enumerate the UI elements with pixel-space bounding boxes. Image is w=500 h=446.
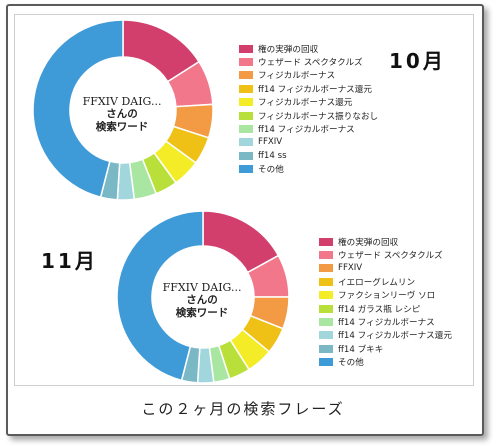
- legend-swatch: [319, 291, 333, 300]
- legend-item: イエローグレムリン: [319, 275, 452, 288]
- legend-label: ff14 フィジカルボーナス還元: [338, 331, 452, 342]
- center-title-november: FFXIV DAIG...: [162, 281, 242, 294]
- legend-item: フィジカルボーナス: [239, 69, 378, 82]
- legend-october: 権の実弾の回収ウェザード スペクタクルズ フィジカルボーナス ff14 フィジカルボ…: [239, 42, 378, 176]
- legend-item: その他: [239, 163, 378, 176]
- center-subtitle-october-line2: 検索ワード: [95, 121, 149, 133]
- legend-label: フィジカルボーナス還元: [258, 98, 353, 109]
- slice-10: [116, 210, 204, 382]
- legend-label: ff14 フィジカルボーナス還元: [258, 84, 372, 95]
- legend-item: ff14 フィジカルボーナス還元: [239, 82, 378, 95]
- donut-november: [116, 210, 290, 384]
- legend-label: ファクションリーヴ ソロ: [338, 291, 436, 302]
- legend-label: ウェザード スペクタクルズ: [338, 251, 443, 262]
- legend-swatch: [319, 331, 333, 340]
- legend-swatch: [239, 44, 253, 53]
- legend-item: ウェザード スペクタクルズ: [319, 248, 452, 261]
- legend-item: ff14 ブキキ: [319, 342, 452, 355]
- legend-label: その他: [258, 165, 284, 176]
- legend-item: その他: [319, 356, 452, 369]
- legend-swatch: [239, 138, 253, 147]
- legend-label: イエローグレムリン: [338, 277, 416, 288]
- legend-swatch: [319, 251, 333, 260]
- legend-label: ff14 フィジカルボーナス: [258, 125, 355, 136]
- legend-item: 権の実弾の回収: [319, 235, 452, 248]
- legend-swatch: [239, 58, 253, 67]
- center-subtitle-november-line2: 検索ワード: [175, 307, 229, 319]
- legend-item: ff14 フィジカルボーナス還元: [319, 329, 452, 342]
- legend-item: ウェザード スペクタクルズ: [239, 55, 378, 68]
- legend-item: ff14 フィジカルボーナス: [319, 315, 452, 328]
- legend-label: 権の実弾の回収: [338, 237, 399, 248]
- legend-label: 権の実弾の回収: [258, 44, 319, 55]
- legend-swatch: [319, 304, 333, 313]
- legend-label: フィジカルボーナス: [258, 71, 336, 82]
- month-label-november: 11月: [41, 249, 98, 273]
- month-label-october: 10月: [389, 49, 446, 73]
- legend-swatch: [239, 125, 253, 134]
- legend-label: その他: [338, 358, 364, 369]
- legend-swatch: [319, 358, 333, 367]
- legend-november: 権の実弾の回収ウェザード スペクタクルズ FFXIV イエローグレムリンファクション…: [319, 235, 452, 369]
- legend-item: フィジカルボーナス振りなおし: [239, 109, 378, 122]
- legend-label: ff14 ブキキ: [338, 344, 384, 355]
- legend-item: ff14 ss: [239, 149, 378, 162]
- legend-swatch: [239, 165, 253, 174]
- center-label-november: FFXIV DAIG... さんの 検索ワード: [147, 281, 257, 320]
- legend-swatch: [319, 237, 333, 246]
- legend-label: ウェザード スペクタクルズ: [258, 58, 363, 69]
- legend-swatch: [239, 111, 253, 120]
- center-subtitle-november-line1: さんの: [186, 294, 218, 306]
- legend-item: ff14 フィジカルボーナス: [239, 122, 378, 135]
- center-title-october: FFXIV DAIG...: [82, 95, 162, 108]
- center-label-october: FFXIV DAIG... さんの 検索ワード: [67, 95, 177, 134]
- legend-item: ff14 ガラス瓶 レシピ: [319, 302, 452, 315]
- chart-november: FFXIV DAIG... さんの 検索ワード 権の実弾の回収ウェザード スペク…: [15, 205, 473, 385]
- legend-label: ff14 フィジカルボーナス: [338, 318, 435, 329]
- legend-label: ff14 ガラス瓶 レシピ: [338, 304, 421, 315]
- legend-item: ファクションリーヴ ソロ: [319, 289, 452, 302]
- legend-swatch: [319, 344, 333, 353]
- legend-swatch: [239, 151, 253, 160]
- legend-item: フィジカルボーナス還元: [239, 96, 378, 109]
- legend-item: FFXIV: [239, 136, 378, 149]
- legend-swatch: [239, 84, 253, 93]
- donut-october: [32, 19, 214, 201]
- legend-item: 権の実弾の回収: [239, 42, 378, 55]
- slice-10: [32, 19, 124, 199]
- legend-swatch: [239, 71, 253, 80]
- legend-swatch: [319, 277, 333, 286]
- legend-label: フィジカルボーナス振りなおし: [258, 111, 379, 122]
- caption: この２ヶ月の検索フレーズ: [141, 400, 345, 418]
- center-subtitle-october-line1: さんの: [106, 108, 138, 120]
- chart-image: FFXIV DAIG... さんの 検索ワード 権の実弾の回収ウェザード スペク…: [14, 14, 474, 386]
- legend-swatch: [319, 318, 333, 327]
- legend-swatch: [319, 264, 333, 273]
- legend-label: ff14 ss: [258, 150, 287, 161]
- legend-item: FFXIV: [319, 262, 452, 275]
- legend-label: FFXIV: [338, 263, 363, 274]
- chart-october: FFXIV DAIG... さんの 検索ワード 権の実弾の回収ウェザード スペク…: [15, 15, 473, 205]
- legend-swatch: [239, 98, 253, 107]
- legend-label: FFXIV: [258, 137, 283, 148]
